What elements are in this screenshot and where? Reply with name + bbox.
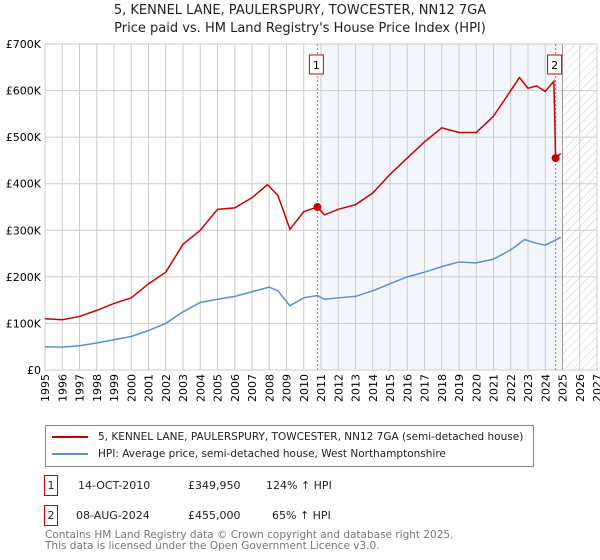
chart-title: 5, KENNEL LANE, PAULERSPURY, TOWCESTER, … — [0, 2, 600, 38]
sale-point — [313, 203, 322, 212]
x-tick-label: 1996 — [56, 374, 69, 402]
sale-row: 2 08-AUG-2024 £455,000 65% ↑ HPI — [44, 505, 444, 527]
series-line — [44, 236, 562, 348]
sale-date: 14-OCT-2010 — [78, 479, 151, 492]
y-tick-label: £500K — [6, 131, 42, 144]
x-tick-label: 2012 — [332, 374, 345, 402]
x-tick-label: 2020 — [470, 374, 483, 402]
legend-swatch-blue — [52, 453, 88, 455]
y-tick-label: £0 — [27, 364, 41, 377]
x-tick-label: 1997 — [74, 374, 87, 402]
legend-swatch-red — [52, 436, 88, 438]
x-tick-label: 2004 — [194, 374, 207, 402]
sale-label: 1 — [313, 59, 320, 72]
sale-hpi: 65% ↑ HPI — [272, 509, 331, 522]
footer: Contains HM Land Registry data © Crown c… — [45, 530, 453, 552]
x-tick-label: 2014 — [367, 374, 380, 402]
x-tick-label: 2013 — [350, 374, 363, 402]
legend-item-property: 5, KENNEL LANE, PAULERSPURY, TOWCESTER, … — [52, 429, 523, 445]
x-tick-label: 2007 — [246, 374, 259, 402]
legend: 5, KENNEL LANE, PAULERSPURY, TOWCESTER, … — [45, 425, 534, 467]
x-tick-label: 1999 — [108, 374, 121, 402]
y-tick-label: £300K — [6, 224, 42, 237]
subtitle-line: Price paid vs. HM Land Registry's House … — [114, 21, 486, 36]
legend-label: HPI: Average price, semi-detached house,… — [98, 448, 446, 460]
y-tick-label: £700K — [6, 38, 42, 51]
x-tick-label: 2001 — [143, 374, 156, 402]
x-tick-label: 2022 — [505, 374, 518, 402]
footer-line: This data is licensed under the Open Gov… — [45, 540, 380, 552]
legend-label: 5, KENNEL LANE, PAULERSPURY, TOWCESTER, … — [98, 431, 524, 443]
x-tick-label: 1998 — [91, 374, 104, 402]
x-tick-label: 2025 — [557, 374, 570, 402]
x-tick-label: 2003 — [177, 374, 190, 402]
plot-frame — [44, 43, 598, 371]
price-chart: 1995 1996 1997 1998 1999 2000 2001 2002 2003 2004… — [6, 38, 600, 402]
y-tick-label: £200K — [6, 271, 42, 284]
sale-badge: 2 — [44, 505, 58, 526]
x-tick-label: 2017 — [419, 374, 432, 402]
y-tick-label: £400K — [6, 178, 42, 191]
x-tick-label: 1995 — [39, 374, 52, 402]
sale-price: £455,000 — [188, 509, 241, 522]
sale-price: £349,950 — [188, 479, 241, 492]
y-tick-label: £600K — [6, 85, 42, 98]
sale-date: 08-AUG-2024 — [76, 509, 150, 522]
x-tick-label: 2010 — [298, 374, 311, 402]
sale-label: 2 — [551, 59, 558, 72]
x-tick-label: 2018 — [436, 374, 449, 402]
sale-row: 1 14-OCT-2010 £349,950 124% ↑ HPI — [44, 475, 444, 497]
sale-badge: 1 — [44, 475, 58, 496]
sale-point — [551, 154, 560, 163]
x-tick-label: 2000 — [125, 374, 138, 402]
sale-label-box — [308, 54, 324, 75]
x-tick-label: 2005 — [212, 374, 225, 402]
x-tick-label: 2027 — [591, 374, 600, 402]
x-tick-label: 2024 — [539, 374, 552, 402]
x-tick-label: 2002 — [160, 374, 173, 402]
sale-hpi: 124% ↑ HPI — [266, 479, 332, 492]
x-tick-label: 2019 — [453, 374, 466, 402]
x-tick-label: 2016 — [401, 374, 414, 402]
series-line — [44, 76, 562, 321]
x-tick-label: 2023 — [522, 374, 535, 402]
x-tick-label: 2021 — [488, 374, 501, 402]
y-tick-label: £100K — [6, 317, 42, 330]
footer-line: Contains HM Land Registry data © Crown c… — [45, 529, 454, 541]
legend-item-hpi: HPI: Average price, semi-detached house,… — [52, 446, 446, 462]
shaded-region — [317, 44, 563, 370]
title-line: 5, KENNEL LANE, PAULERSPURY, TOWCESTER, … — [113, 3, 487, 18]
x-tick-label: 2009 — [281, 374, 294, 402]
sale-label-box — [547, 54, 563, 75]
x-tick-label: 2011 — [315, 374, 328, 402]
x-tick-label: 2006 — [229, 374, 242, 402]
x-tick-label: 2015 — [384, 374, 397, 402]
x-tick-label: 2026 — [574, 374, 587, 402]
x-tick-label: 2008 — [263, 374, 276, 402]
